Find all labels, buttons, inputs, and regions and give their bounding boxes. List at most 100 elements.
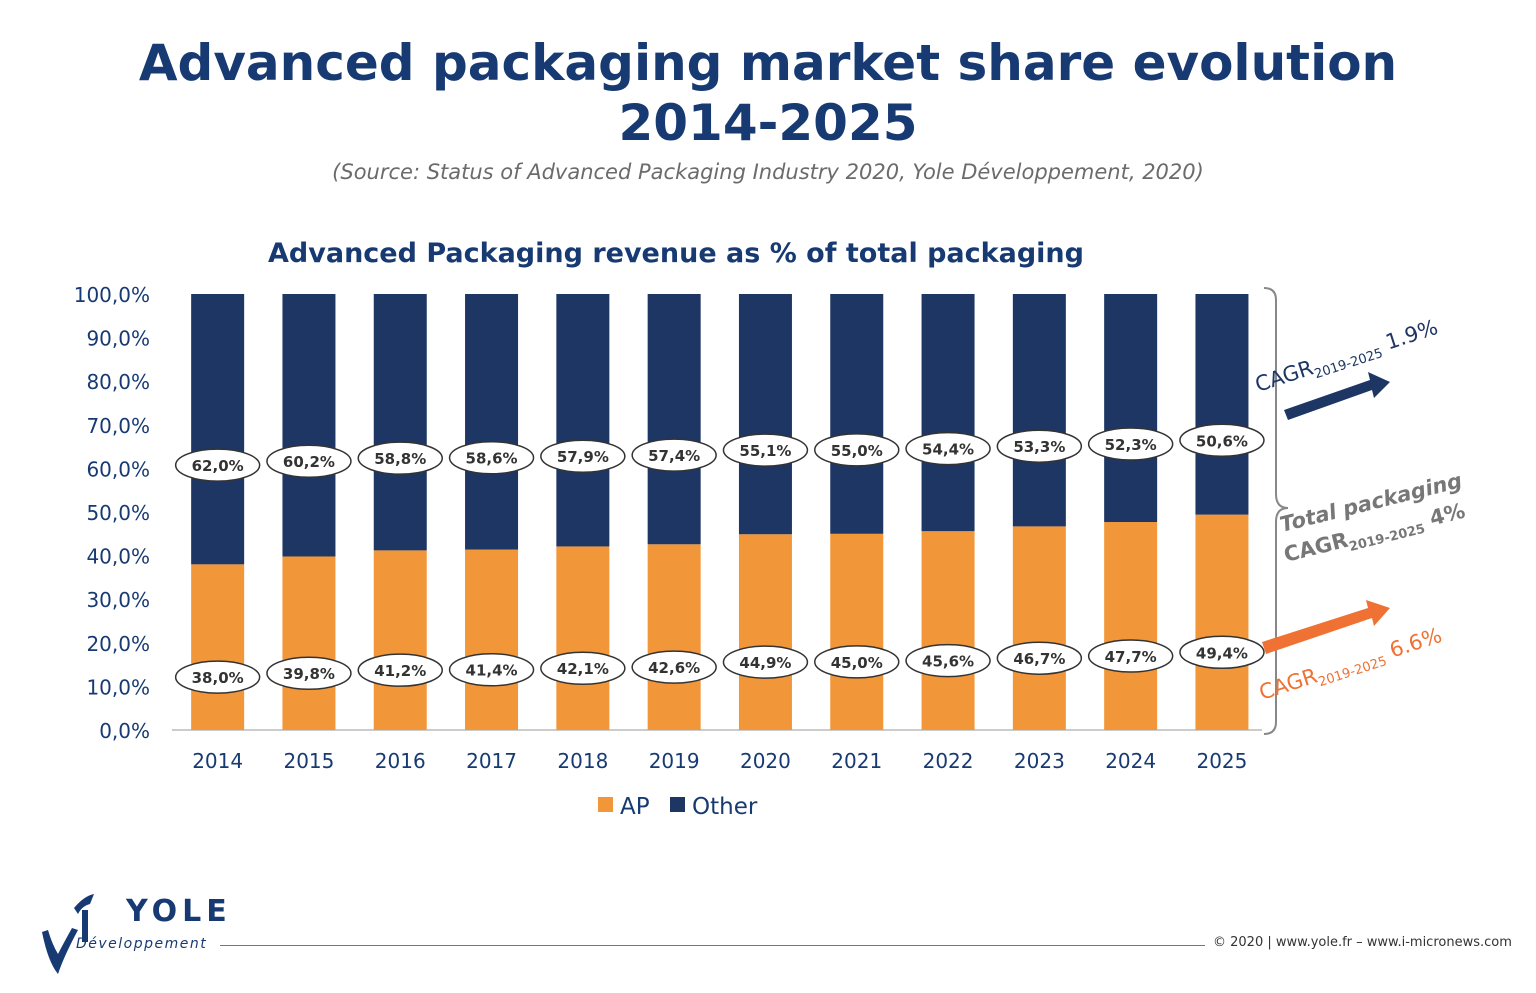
label-bubble-ap (448, 652, 535, 687)
x-tick-label: 2020 (740, 749, 791, 773)
bar-ap-2023 (1012, 526, 1066, 730)
data-label-other: 53,3% (1013, 438, 1065, 456)
bar-ap-2022 (921, 531, 975, 730)
arrow-ap-icon (1262, 600, 1390, 654)
data-label-ap: 42,6% (648, 659, 700, 677)
bar-ap-2017 (465, 549, 519, 730)
x-tick-label: 2021 (831, 749, 882, 773)
label-bubble-ap (266, 656, 352, 690)
cagr-other-annotation: CAGR2019-2025 1.9% (1252, 315, 1442, 401)
legend-label-other: Other (692, 794, 758, 820)
bar-other-2018 (556, 294, 610, 547)
legend-swatch-other (670, 797, 685, 812)
label-bubble-ap (905, 643, 991, 678)
logo-subtitle: Développement (76, 936, 208, 952)
y-tick-label: 80,0% (86, 370, 150, 394)
label-bubble-ap (174, 660, 261, 694)
data-label-ap: 38,0% (192, 669, 244, 687)
data-label-ap: 42,1% (557, 660, 609, 678)
label-bubble-other (1087, 427, 1174, 461)
total-bracket (1263, 287, 1289, 735)
data-label-ap: 47,7% (1105, 648, 1157, 666)
data-label-other: 57,4% (648, 447, 700, 465)
x-tick-label: 2017 (466, 749, 517, 773)
bar-ap-2015 (282, 556, 336, 730)
label-bubble-other (174, 448, 261, 482)
bar-ap-2019 (647, 544, 701, 730)
label-bubble-ap (631, 650, 717, 684)
bar-other-2023 (1012, 294, 1066, 527)
x-tick-label: 2023 (1014, 749, 1065, 773)
data-label-ap: 45,6% (922, 653, 974, 671)
bar-ap-2021 (830, 533, 884, 730)
y-tick-label: 30,0% (86, 588, 150, 612)
label-bubble-other (722, 433, 809, 467)
data-label-ap: 41,2% (374, 662, 426, 680)
y-tick-label: 40,0% (86, 545, 150, 569)
data-label-ap: 49,4% (1196, 644, 1248, 662)
data-label-ap: 45,0% (831, 654, 883, 672)
label-bubble-other (996, 429, 1083, 463)
bar-ap-2018 (556, 546, 610, 730)
label-bubble-ap (1087, 639, 1174, 673)
bar-ap-2014 (191, 564, 245, 730)
label-bubble-other (1179, 423, 1265, 458)
y-tick-label: 60,0% (86, 457, 150, 481)
label-bubble-ap (996, 641, 1083, 675)
data-label-ap: 44,9% (739, 654, 791, 672)
chart-title: Advanced Packaging revenue as % of total… (268, 238, 1084, 269)
x-tick-label: 2019 (649, 749, 700, 773)
bar-other-2025 (1195, 294, 1249, 515)
y-tick-label: 90,0% (86, 327, 150, 351)
x-tick-label: 2015 (283, 749, 334, 773)
label-bubble-other (905, 431, 991, 466)
data-label-other: 50,6% (1196, 432, 1248, 450)
bar-other-2016 (373, 294, 427, 551)
source-note: (Source: Status of Advanced Packaging In… (332, 160, 1204, 184)
y-tick-label: 20,0% (86, 632, 150, 656)
label-bubble-ap (357, 653, 443, 687)
x-tick-label: 2024 (1105, 749, 1156, 773)
x-tick-label: 2018 (557, 749, 608, 773)
bar-other-2015 (282, 294, 336, 557)
y-tick-label: 50,0% (86, 501, 150, 525)
data-label-other: 55,0% (831, 442, 883, 460)
y-tick-label: 0,0% (99, 719, 150, 743)
data-label-other: 58,8% (374, 450, 426, 468)
logo-name: YOLE (126, 894, 232, 929)
label-bubble-ap (722, 645, 809, 679)
yole-logo: YOLE Développement (38, 890, 227, 980)
label-bubble-ap (1179, 635, 1265, 670)
data-label-other: 54,4% (922, 441, 974, 459)
bar-other-2024 (1104, 294, 1158, 523)
data-label-other: 57,9% (557, 448, 609, 466)
x-tick-label: 2016 (375, 749, 426, 773)
copyright: © 2020 | www.yole.fr – www.i-micronews.c… (1213, 935, 1512, 950)
data-label-ap: 46,7% (1013, 650, 1065, 668)
label-bubble-other (448, 440, 535, 475)
label-bubble-other (814, 433, 900, 467)
bar-other-2021 (830, 294, 884, 534)
legend-label-ap: AP (620, 794, 650, 820)
y-tick-label: 10,0% (86, 675, 150, 699)
label-bubble-other (357, 441, 443, 475)
arrow-other-icon (1284, 372, 1390, 420)
bar-other-2022 (921, 294, 975, 532)
footer-divider (220, 945, 1205, 946)
bar-other-2014 (191, 294, 245, 565)
data-label-other: 58,6% (466, 450, 518, 468)
data-label-other: 62,0% (192, 457, 244, 475)
y-tick-label: 70,0% (86, 414, 150, 438)
page-title: Advanced packaging market share evolutio… (138, 34, 1398, 92)
label-bubble-other (540, 439, 626, 473)
data-label-other: 52,3% (1105, 436, 1157, 454)
bar-other-2019 (647, 294, 701, 545)
y-tick-label: 100,0% (74, 283, 150, 307)
bar-ap-2016 (373, 550, 427, 730)
label-bubble-ap (814, 645, 900, 679)
x-tick-label: 2014 (192, 749, 243, 773)
bar-ap-2025 (1195, 514, 1249, 730)
label-bubble-other (266, 444, 352, 478)
label-bubble-other (631, 438, 717, 472)
